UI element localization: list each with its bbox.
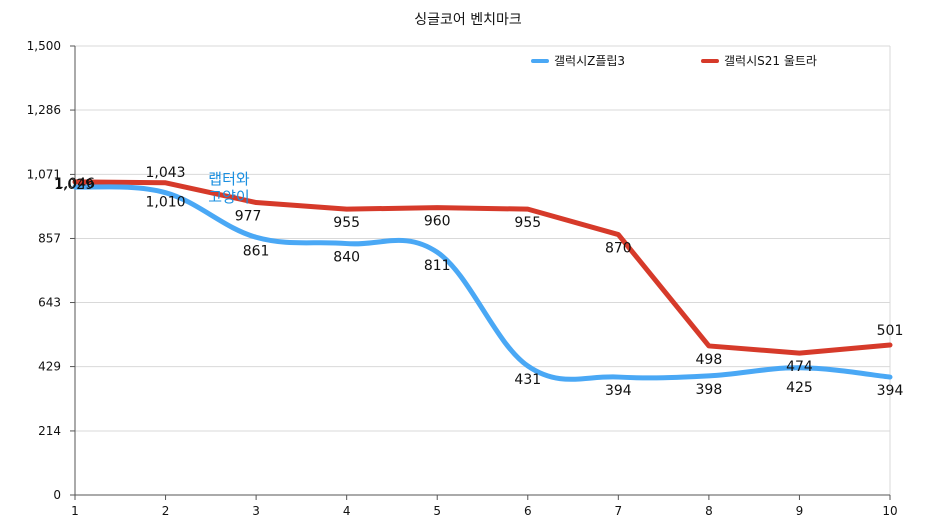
y-tick-label: 429 xyxy=(38,360,61,374)
x-tick-label: 7 xyxy=(615,504,623,518)
data-label: 870 xyxy=(605,241,632,257)
data-label: 960 xyxy=(424,214,451,230)
x-tick-label: 6 xyxy=(524,504,532,518)
data-label: 1,043 xyxy=(146,165,186,181)
data-label: 394 xyxy=(877,383,904,399)
watermark-line-1: 랩터와 xyxy=(208,170,250,188)
legend-label-2: 갤럭시S21 울트라 xyxy=(724,54,817,68)
x-tick-label: 9 xyxy=(796,504,804,518)
x-tick-label: 8 xyxy=(705,504,713,518)
data-label: 861 xyxy=(243,243,270,259)
data-label: 955 xyxy=(333,215,360,231)
data-label: 955 xyxy=(514,215,541,231)
y-tick-label: 1,071 xyxy=(27,167,61,181)
grid xyxy=(75,45,891,495)
chart-title: 싱글코어 벤치마크 xyxy=(414,12,522,28)
data-label: 431 xyxy=(514,372,541,388)
y-tick-label: 0 xyxy=(53,488,61,502)
y-tick-label: 214 xyxy=(38,424,61,438)
y-tick-label: 643 xyxy=(38,296,61,310)
data-label: 1,029 xyxy=(54,177,94,193)
data-labels: 1,029 1,010 861 840 811 431 394 398 425 394 1,046 1… xyxy=(54,165,903,399)
x-tick-label: 4 xyxy=(343,504,351,518)
data-label: 811 xyxy=(424,258,451,274)
x-tick-label: 10 xyxy=(882,504,897,518)
x-tick-label: 3 xyxy=(252,504,260,518)
data-label: 498 xyxy=(696,352,723,368)
watermark-line-2: 고양이 xyxy=(208,188,249,206)
data-label: 398 xyxy=(696,382,723,398)
watermark: 랩터와 고양이 xyxy=(208,170,250,206)
series-line-1 xyxy=(72,184,893,382)
data-label: 1,010 xyxy=(146,195,186,211)
y-tick-label: 1,286 xyxy=(27,103,61,117)
x-tick-label: 2 xyxy=(162,504,170,518)
x-axis-ticks: 1 2 3 4 5 6 7 8 9 10 xyxy=(71,495,898,518)
data-label: 977 xyxy=(235,209,262,225)
series-lines xyxy=(72,179,893,382)
legend-item-1[interactable]: 갤럭시Z플립3 xyxy=(531,54,625,68)
y-axis-ticks: 0 214 429 643 857 1,071 1,286 1,500 xyxy=(27,39,75,502)
y-tick-label: 857 xyxy=(38,231,61,245)
data-label: 1,046 xyxy=(55,176,95,192)
data-label: 394 xyxy=(605,383,632,399)
series-line-2 xyxy=(72,179,893,356)
legend[interactable]: 갤럭시Z플립3 갤럭시S21 울트라 xyxy=(531,54,817,68)
y-tick-label: 1,500 xyxy=(27,39,61,53)
legend-label-1: 갤럭시Z플립3 xyxy=(554,54,625,68)
legend-item-2[interactable]: 갤럭시S21 울트라 xyxy=(701,54,817,68)
data-label: 840 xyxy=(333,250,360,266)
data-label: 425 xyxy=(786,380,813,396)
data-label: 474 xyxy=(786,359,813,375)
x-tick-label: 5 xyxy=(433,504,441,518)
data-label: 501 xyxy=(877,323,904,339)
x-tick-label: 1 xyxy=(71,504,79,518)
